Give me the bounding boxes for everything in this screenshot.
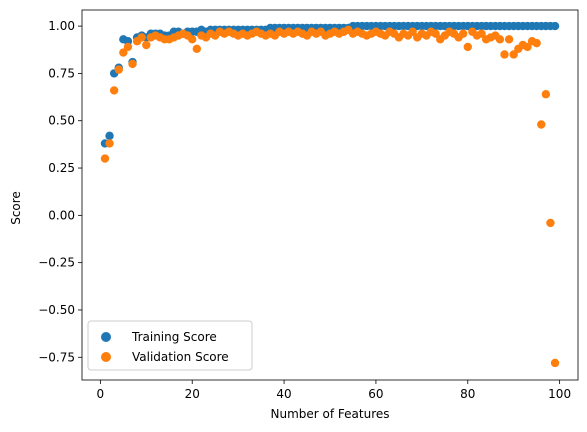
y-tick-label: 0.00 <box>48 208 75 222</box>
data-point <box>523 42 532 52</box>
legend-label-training: Training Score <box>131 330 217 344</box>
data-point <box>546 218 555 228</box>
data-point <box>541 90 551 99</box>
data-point <box>509 50 518 59</box>
x-axis: 0 20 40 60 80 100 <box>97 380 571 401</box>
y-axis-label: Score <box>9 191 23 225</box>
data-point <box>128 59 137 69</box>
y-tick-label: 0.50 <box>48 114 75 128</box>
data-point <box>532 38 541 48</box>
x-tick-label: 80 <box>460 387 475 401</box>
data-point <box>537 120 546 129</box>
data-point <box>119 48 128 57</box>
y-tick-label: −0.50 <box>38 303 75 317</box>
data-point <box>137 33 146 42</box>
data-point <box>142 40 151 50</box>
legend-marker-validation <box>101 352 111 362</box>
plot-frame <box>81 9 579 381</box>
data-point <box>504 35 514 44</box>
y-tick-label: 0.75 <box>48 66 75 80</box>
data-point <box>114 65 123 74</box>
legend-marker-training <box>101 332 111 342</box>
data-point <box>550 21 560 31</box>
x-tick-label: 40 <box>276 387 291 401</box>
data-point <box>192 44 202 53</box>
data-point <box>105 139 114 148</box>
y-tick-label: 0.25 <box>48 161 75 175</box>
x-axis-label: Number of Features <box>271 407 390 421</box>
data-point <box>458 29 468 38</box>
data-point <box>495 35 505 44</box>
data-point <box>550 358 560 368</box>
data-point <box>123 42 133 52</box>
data-point <box>105 131 114 141</box>
plot-area <box>81 9 579 381</box>
y-tick-label: 1.00 <box>48 19 75 33</box>
data-point <box>500 50 509 59</box>
data-point <box>188 35 197 44</box>
data-point <box>109 86 119 95</box>
data-point <box>100 154 110 163</box>
legend-label-validation: Validation Score <box>132 350 229 364</box>
data-point <box>408 27 417 36</box>
data-point <box>463 42 472 52</box>
series-validation-score <box>100 25 560 368</box>
x-tick-label: 100 <box>548 387 571 401</box>
data-point <box>477 29 486 38</box>
y-axis: −0.75 −0.50 −0.25 0.00 0.25 0.50 0.75 1.00 <box>38 19 82 364</box>
x-tick-label: 0 <box>97 387 105 401</box>
x-tick-label: 60 <box>368 387 383 401</box>
legend: Training Score Validation Score <box>87 320 253 371</box>
y-tick-label: −0.75 <box>38 350 75 364</box>
x-tick-label: 20 <box>185 387 200 401</box>
legend-frame <box>87 320 253 371</box>
y-tick-label: −0.25 <box>38 256 75 270</box>
data-point <box>431 29 440 38</box>
